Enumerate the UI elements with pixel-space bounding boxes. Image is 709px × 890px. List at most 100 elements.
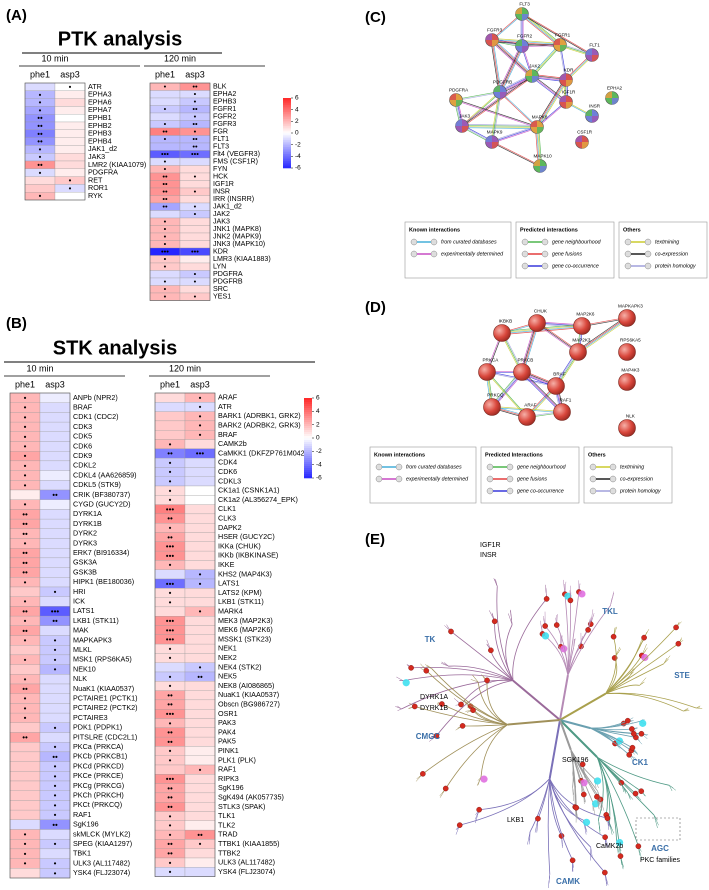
- row-label: MSK1 (RPS6KA5): [73, 655, 132, 664]
- node-label: MAPK9: [487, 130, 503, 135]
- row-label: ERK7 (BI916334): [73, 548, 129, 557]
- row-label: RAF1: [218, 765, 236, 774]
- node-label: PRKCB: [517, 358, 533, 363]
- row-label: CDK3: [73, 422, 92, 431]
- colorbar-segment: [283, 145, 291, 148]
- colorbar-segment: [283, 155, 291, 158]
- tree-branch: [549, 778, 606, 873]
- row-label: MEK6 (MAP2K6): [218, 625, 273, 634]
- heatmap-cell: [179, 232, 211, 241]
- colorbar-segment: [304, 430, 312, 433]
- heatmap-cell: [39, 548, 71, 559]
- legend-item: co-expression: [620, 476, 653, 482]
- significance-mark: ••: [52, 490, 58, 499]
- row-label: PDK1 (PDPK1): [73, 723, 122, 732]
- colorbar-segment: [304, 464, 312, 467]
- kinase-dot: [638, 788, 645, 794]
- row-label: IGF1R: [213, 180, 234, 188]
- colorbar-segment: [304, 436, 312, 439]
- row-label: DYRK3: [73, 538, 97, 547]
- tree-branch: [590, 727, 630, 756]
- row-label: CLK1: [218, 504, 236, 513]
- row-label: NuaK1 (KIAA0537): [73, 684, 134, 693]
- row-label: CDK4: [218, 458, 237, 467]
- interaction-edge: [499, 45, 522, 92]
- node-segment: [582, 142, 589, 149]
- row-label: TTBK1 (KIAA1855): [218, 839, 280, 848]
- node-segment: [492, 40, 499, 47]
- heatmap-cell: [39, 509, 71, 520]
- significance-mark: ••: [52, 752, 58, 761]
- node-label: RPS6KA5: [620, 338, 641, 343]
- row-label: PAK3: [218, 718, 236, 727]
- heatmap-cell: [54, 98, 86, 107]
- row-label: RET: [88, 175, 103, 184]
- row-label: TRAD: [218, 830, 238, 839]
- significance-mark: •: [39, 90, 42, 99]
- tree-leaf: [395, 706, 402, 710]
- legend-title: Others: [588, 452, 606, 458]
- kinase-label: LKB1: [507, 817, 524, 824]
- heatmap-cell: [149, 90, 181, 99]
- interaction-edge: [461, 74, 532, 126]
- row-label: JNK3 (MAPK10): [213, 240, 265, 248]
- significance-mark: •: [54, 772, 57, 781]
- tree-branch: [596, 756, 604, 820]
- tree-leaf: [528, 831, 531, 845]
- row-label: BARK2 (ADRBK2, GRK3): [218, 420, 301, 429]
- heatmap-cell: [184, 718, 216, 728]
- row-label: EPHB3: [213, 98, 236, 106]
- legend-icon: [521, 262, 529, 270]
- significance-mark: •: [39, 153, 42, 162]
- row-label: LKB1 (STK11): [218, 597, 264, 606]
- row-label: FGR: [213, 128, 228, 136]
- tree-branch: [448, 665, 514, 681]
- row-label: FYN: [213, 165, 227, 173]
- tree-leaf: [441, 661, 449, 667]
- significance-mark: •••: [196, 449, 205, 458]
- node-label: BRAF: [553, 372, 565, 377]
- colorbar-label: 4: [316, 408, 320, 415]
- heatmap-cell: [9, 809, 41, 820]
- significance-mark: ••: [162, 187, 168, 196]
- heatmap-cell: [9, 664, 41, 675]
- legend-item: gene fusions: [552, 251, 582, 257]
- kinase-dot: [470, 707, 476, 713]
- interaction-edge: [522, 13, 593, 55]
- significance-mark: •: [199, 765, 202, 774]
- row-label: DAPK2: [218, 523, 242, 532]
- row-label: ATR: [218, 402, 232, 411]
- heatmap-cell: [154, 402, 186, 412]
- legend-icon: [486, 475, 494, 483]
- tree-leaf: [426, 666, 432, 669]
- colorbar-segment: [283, 106, 291, 109]
- tree-branch: [494, 621, 514, 681]
- heatmap-cell: [184, 634, 216, 645]
- significance-mark: •: [39, 145, 42, 154]
- significance-mark: ••: [22, 520, 28, 529]
- legend-title: Predicted Interactions: [485, 452, 543, 458]
- significance-mark: ••: [167, 737, 173, 746]
- row-label: RYK: [88, 191, 103, 200]
- row-label: CDK1 (CDC2): [73, 412, 119, 421]
- significance-mark: •: [164, 217, 167, 226]
- tree-leaf: [396, 676, 404, 681]
- row-label: HSER (GUCY2C): [218, 532, 275, 541]
- significance-mark: •: [24, 481, 27, 490]
- tree-branch: [549, 778, 584, 821]
- interaction-edge: [462, 125, 538, 127]
- row-label: RIPK3: [218, 774, 239, 783]
- tree-trunk: [559, 719, 591, 730]
- significance-mark: ••: [192, 142, 198, 151]
- tree-branch: [512, 598, 547, 681]
- legend-box: [515, 221, 615, 279]
- node-label: FGFR2: [517, 34, 533, 39]
- significance-mark: •: [24, 423, 27, 432]
- heatmap-cell: [184, 774, 216, 784]
- protein-node: [553, 403, 571, 421]
- node-segment: [540, 166, 547, 173]
- colorbar-segment: [283, 129, 291, 132]
- legend-item: textmining: [620, 464, 644, 470]
- tree-branch: [547, 778, 551, 875]
- panel-label: (E): [365, 531, 385, 548]
